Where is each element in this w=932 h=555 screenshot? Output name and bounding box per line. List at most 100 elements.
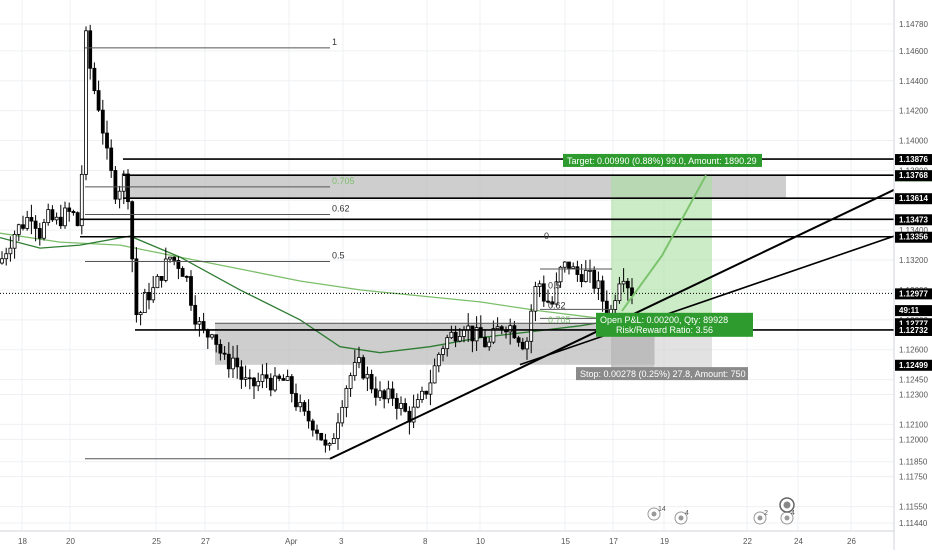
candle	[294, 383, 298, 411]
candle	[189, 270, 193, 311]
candle-body	[12, 233, 17, 249]
candle-body	[121, 173, 126, 192]
candle	[117, 185, 122, 209]
candle-body	[180, 268, 185, 277]
price-tag[interactable]	[895, 288, 932, 300]
candle-body	[42, 222, 46, 239]
candle-body	[214, 334, 219, 345]
candle-body	[172, 256, 177, 261]
candle	[239, 360, 244, 389]
candle-body	[331, 437, 336, 444]
candle	[285, 369, 290, 381]
price-tag[interactable]	[895, 318, 932, 330]
fib2-label-0: 0	[544, 231, 549, 241]
position-label-bg	[596, 312, 753, 337]
candle	[218, 339, 223, 361]
candle-body	[176, 260, 181, 269]
price-tag[interactable]	[895, 231, 932, 243]
candle	[142, 288, 147, 313]
candle	[58, 204, 63, 229]
candle-body	[201, 321, 206, 331]
candle	[617, 276, 622, 304]
candle-body	[210, 334, 214, 338]
candle-body	[239, 366, 244, 380]
candle-body	[344, 388, 349, 408]
candle	[264, 362, 269, 388]
candle-body	[79, 173, 84, 227]
events[interactable]: 14 4 2 4	[647, 497, 795, 525]
candle	[210, 333, 214, 340]
candle	[449, 325, 454, 339]
candle	[172, 256, 177, 266]
candle-body	[16, 224, 21, 235]
candle	[323, 433, 328, 453]
candle	[592, 266, 597, 294]
candle-body	[226, 353, 231, 370]
candle-body	[58, 216, 63, 227]
candle	[180, 266, 185, 277]
stop-box-inner	[611, 329, 654, 372]
candle-body	[462, 329, 466, 337]
candle	[579, 263, 584, 288]
price-tag[interactable]	[895, 193, 932, 205]
candle-body	[537, 283, 542, 287]
candle	[562, 261, 567, 273]
candle	[273, 367, 277, 393]
candle	[113, 166, 118, 204]
price-tag[interactable]	[895, 324, 932, 336]
candle	[382, 389, 387, 409]
candle	[478, 315, 483, 338]
candle-body	[0, 258, 4, 264]
candle-body	[567, 261, 571, 269]
candle	[231, 345, 235, 378]
candle	[588, 259, 592, 283]
price-tick-label: 1.14200	[899, 107, 928, 116]
fib-label-1: 1	[332, 37, 337, 47]
candle	[109, 139, 114, 178]
candle	[373, 376, 378, 406]
candle-body	[525, 340, 529, 350]
drawing-lines[interactable]	[0, 47, 895, 460]
candle	[151, 275, 156, 303]
candle-body	[130, 201, 135, 260]
candle-body	[67, 207, 72, 212]
price-tag[interactable]	[895, 305, 932, 317]
candle	[71, 209, 76, 216]
candle	[306, 399, 311, 429]
price-axis[interactable]: 1.14780 1.14600 1.14400 1.14200 1.14000 1.138…	[893, 0, 932, 550]
candle-body	[310, 420, 315, 431]
candle-body	[474, 327, 479, 342]
price-tag[interactable]	[895, 154, 932, 166]
candle-body	[575, 266, 580, 275]
candle-body	[432, 365, 437, 384]
candle-body	[327, 443, 332, 446]
candle-body	[617, 283, 622, 302]
forecast-arrow[interactable]	[621, 174, 707, 312]
candle	[184, 275, 189, 282]
price-tag[interactable]	[895, 359, 932, 371]
candle-body	[25, 217, 30, 229]
candle-body	[516, 337, 521, 343]
candle-body	[373, 388, 378, 398]
candle-body	[558, 266, 563, 283]
event-icon-dot	[678, 515, 684, 521]
candle-body	[378, 390, 382, 398]
candle	[621, 268, 626, 293]
time-tick-label: 24	[794, 537, 803, 546]
candle	[445, 334, 450, 357]
price-tag-label: 1.13356	[899, 233, 928, 242]
candle-body	[298, 402, 303, 408]
price-tag[interactable]	[895, 214, 932, 226]
price-tag[interactable]	[895, 170, 932, 182]
time-axis[interactable]: 18 20 25 27 Apr 3 8 10 15 17 19 22 24 26	[0, 530, 894, 546]
candle-body	[117, 190, 122, 200]
rising-trendline-2[interactable]	[519, 235, 895, 366]
candle-body	[445, 337, 450, 350]
candle	[483, 329, 487, 348]
candle-body	[394, 397, 399, 409]
candle	[340, 400, 345, 427]
time-tick-label: 27	[201, 537, 210, 546]
candle	[37, 222, 42, 246]
